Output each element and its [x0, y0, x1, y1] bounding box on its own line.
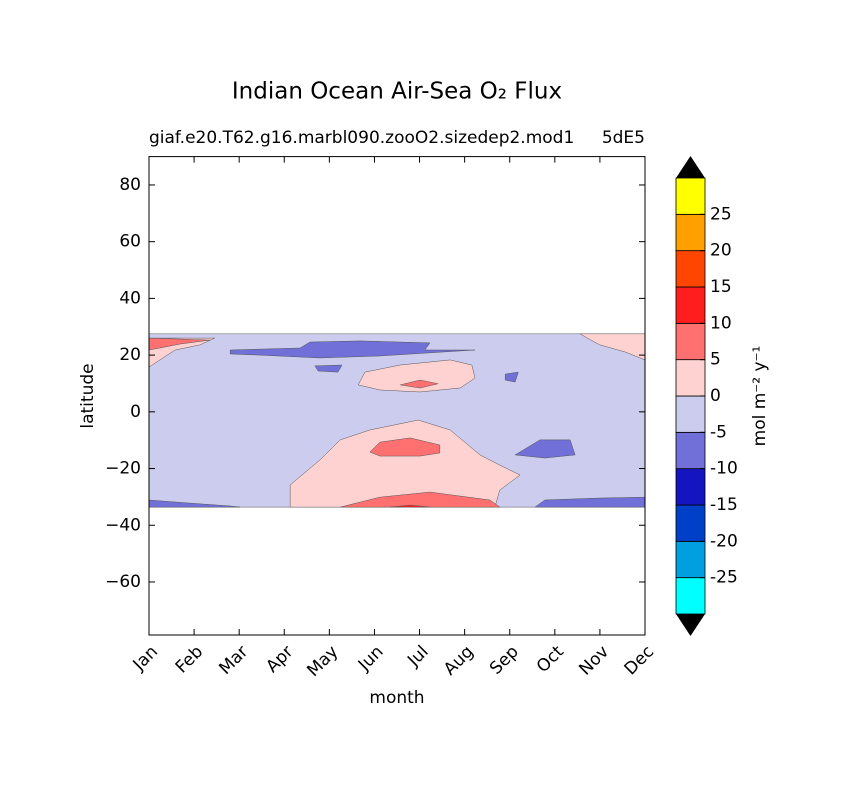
x-tick-label: Sep: [486, 642, 523, 679]
x-tick-label: Jul: [403, 642, 432, 671]
colorbar-segment: [675, 359, 706, 397]
colorbar-tick-label: -10: [710, 459, 738, 479]
colorbar-segment: [675, 577, 706, 615]
colorbar-tick-label: -20: [710, 531, 738, 551]
colorbar-segment: [675, 540, 706, 579]
colorbar-tick-label: -5: [710, 422, 727, 442]
x-tick-label: Nov: [575, 642, 613, 680]
contour-region: [504, 371, 519, 383]
x-tick-label: May: [303, 642, 342, 681]
contour-region: [357, 359, 476, 393]
colorbar-tick-label: 15: [710, 277, 732, 297]
y-tick-label: −60: [105, 572, 141, 592]
colorbar-label: mol m⁻² y⁻¹: [750, 346, 770, 447]
contour-region: [389, 504, 430, 508]
colorbar-tick-label: 0: [710, 386, 721, 406]
x-tick-label: Feb: [172, 642, 207, 677]
chart-subtitle: 5dE5: [602, 128, 645, 148]
y-tick-label: 0: [130, 402, 141, 422]
colorbar-extend: [676, 156, 705, 178]
colorbar-segment: [675, 395, 706, 433]
colorbar-segment: [675, 468, 706, 506]
contour-region: [314, 364, 343, 373]
contour-region: [400, 379, 439, 389]
contour-region: [229, 340, 476, 359]
x-tick-label: Mar: [215, 642, 252, 679]
colorbar-tick-label: 10: [710, 313, 732, 333]
y-tick-label: 40: [119, 288, 141, 308]
contour-region: [369, 437, 441, 457]
y-tick-label: 60: [119, 232, 141, 252]
colorbar-tick-label: 25: [710, 204, 732, 224]
colorbar-tick-label: -25: [710, 568, 738, 588]
colorbar-segment: [675, 250, 706, 288]
contour-region: [534, 496, 646, 508]
colorbar-segment: [675, 177, 706, 215]
plot-frame: [148, 156, 646, 636]
x-tick-label: Jun: [354, 642, 388, 676]
y-tick-label: 80: [119, 175, 141, 195]
x-axis-label: month: [369, 688, 424, 708]
y-tick-label: −40: [105, 515, 141, 535]
y-axis-label: latitude: [78, 363, 98, 428]
x-tick-label: Jan: [129, 642, 162, 675]
x-tick-label: Dec: [621, 642, 658, 679]
colorbar-segment: [675, 431, 706, 470]
colorbar-tick-label: -15: [710, 495, 738, 515]
colorbar-extend: [676, 614, 705, 636]
contour-region: [289, 419, 521, 508]
colorbar-segment: [675, 286, 706, 324]
colorbar-segment: [675, 213, 706, 252]
contour-region: [340, 491, 501, 508]
colorbar-segment: [675, 504, 706, 542]
colorbar-tick-label: 20: [710, 241, 732, 261]
y-tick-label: 20: [119, 345, 141, 365]
x-tick-label: Apr: [262, 642, 297, 677]
colorbar-segment: [675, 322, 706, 361]
chart-title: Indian Ocean Air-Sea O₂ Flux: [232, 79, 562, 105]
colorbar-tick-label: 5: [710, 350, 721, 370]
chart-subtitle: giaf.e20.T62.g16.marbl090.zooO2.sizedep2…: [149, 128, 574, 148]
x-tick-label: Aug: [440, 642, 478, 680]
y-tick-label: −20: [105, 459, 141, 479]
contour-region: [514, 439, 576, 459]
x-tick-label: Oct: [533, 642, 568, 677]
